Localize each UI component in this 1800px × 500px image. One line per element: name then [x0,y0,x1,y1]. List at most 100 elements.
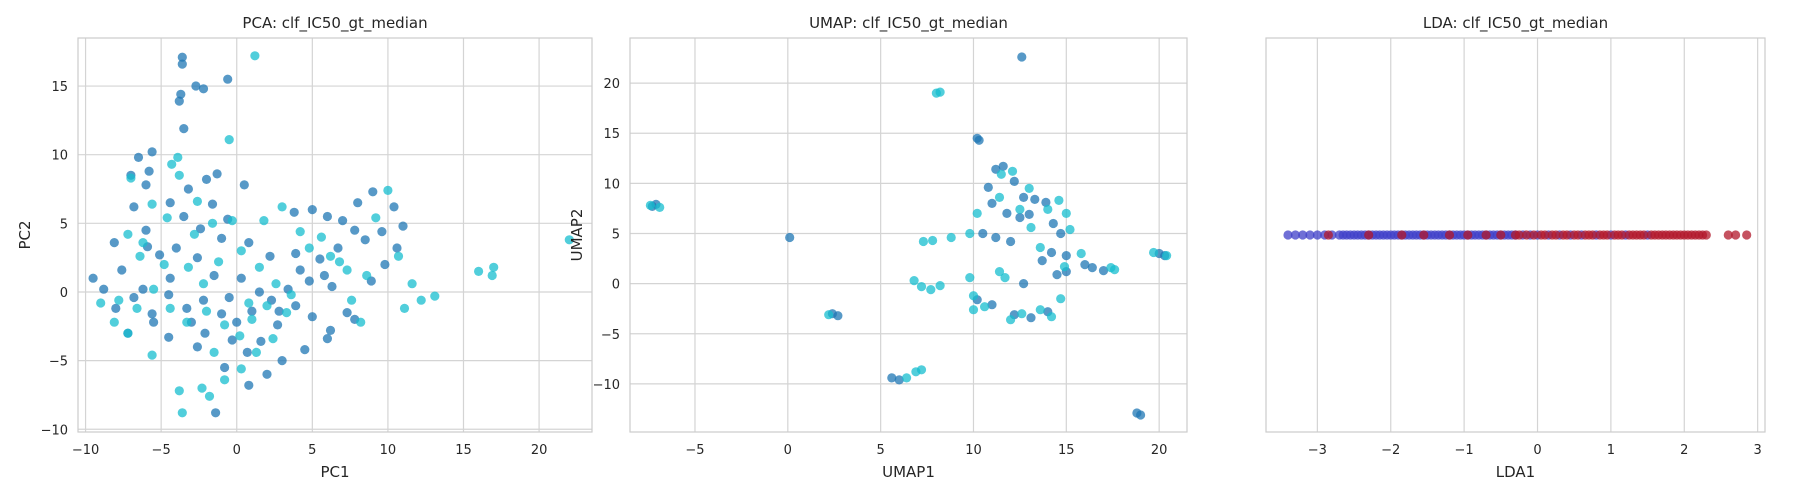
pca-point [487,270,497,281]
pca-point [315,254,325,264]
lda-point [1742,230,1752,240]
lda-x-tick-label: 3 [1754,443,1762,458]
pca-y-axis-label: PC2 [16,220,34,249]
pca-point [242,347,252,357]
pca-point [300,345,310,355]
pca-point [165,303,175,313]
umap-point [1110,265,1120,275]
pca-point [198,84,209,94]
umap-point [1061,251,1071,261]
lda-point [1290,230,1300,240]
umap-y-tick-label: 0 [612,278,620,293]
pca-point [295,265,305,275]
pca-point [262,301,272,311]
pca-point [224,292,234,303]
umap-point [918,236,929,247]
umap-point [1019,192,1029,202]
umap-point [968,305,979,315]
pca-point [182,317,192,327]
pca-point [244,238,254,248]
pca-point [217,233,227,243]
umap-y-tick-label: 5 [612,227,620,242]
lda-plot-frame [1265,37,1766,433]
pca-point [96,298,106,308]
umap-point [1054,195,1064,205]
pca-point [319,270,329,281]
pca-x-tick-label: 10 [380,443,397,458]
lda-point [1283,230,1293,240]
pca-point [138,284,148,294]
umap-y-tick-label: 15 [603,127,620,142]
umap-point [972,208,982,218]
umap-point [1043,204,1053,214]
umap-x-tick-label: 10 [965,443,982,458]
lda-title: LDA: clf_IC50_gt_median [1423,14,1608,33]
lda-x-tick-label: 1 [1607,443,1615,458]
pca-y-tick-label: 15 [51,80,68,95]
umap-point [1017,309,1027,319]
lda-point [1521,230,1532,240]
pca-point [167,159,177,169]
pca-point [177,52,187,62]
pca-point [235,331,245,341]
pca-point [164,332,174,342]
umap-point [1030,194,1040,204]
pca-point [377,227,387,237]
lda-point [1514,230,1524,240]
pca-point [322,334,332,344]
umap-x-tick-label: 20 [1151,443,1168,458]
lda-point [1419,230,1429,240]
pca-point [141,225,151,235]
umap-y-tick-label: 10 [603,177,620,192]
pca-point [220,375,230,385]
pca-point [277,202,287,212]
umap-point [991,232,1001,243]
pca-point [191,81,201,91]
pca-point [171,243,181,253]
pca-point [274,306,284,316]
pca-point [195,224,206,234]
pca-point [239,180,249,190]
lda-point [1529,230,1539,240]
pca-point [135,251,145,261]
pca-point [291,301,301,311]
umap-point [655,202,665,212]
pca-point [224,135,234,145]
pca-point [489,262,499,272]
umap-point [1149,247,1159,258]
umap-point [894,375,904,385]
umap-point [980,302,990,312]
pca-point [174,170,184,180]
pca-point [389,202,399,212]
umap-point [1035,242,1045,253]
umap-point [833,311,843,321]
umap-x-tick-label: −5 [685,443,704,458]
umap-point [1009,176,1019,186]
umap-point [965,273,975,283]
umap-panel: −5 0 5 10 15 20 −10 −5 0 5 10 15 20 UMAP: clf_IC50_gt… [568,14,1188,481]
pca-point [368,187,378,197]
pca-y-tick-label: 10 [51,149,68,164]
pca-point [262,369,272,379]
umap-point [1136,410,1146,420]
lda-point [1298,230,1308,240]
umap-point [926,285,936,295]
umap-point [785,232,795,243]
pca-y-tick-label: −5 [49,355,68,370]
pca-point [227,216,237,226]
umap-x-axis-label: UMAP1 [882,463,935,481]
pca-point [254,262,264,272]
umap-point [887,373,897,383]
lda-point [1397,230,1407,240]
pca-point [223,74,233,84]
pca-y-tick-label: −10 [41,423,68,438]
lda-point [1323,230,1333,240]
pca-point [304,276,314,286]
lda-points [1283,230,1752,240]
pca-point [256,336,266,346]
pca-point [164,290,174,300]
umap-point [916,282,927,292]
pca-x-tick-label: 15 [455,443,472,458]
umap-plot-frame [629,37,1188,433]
